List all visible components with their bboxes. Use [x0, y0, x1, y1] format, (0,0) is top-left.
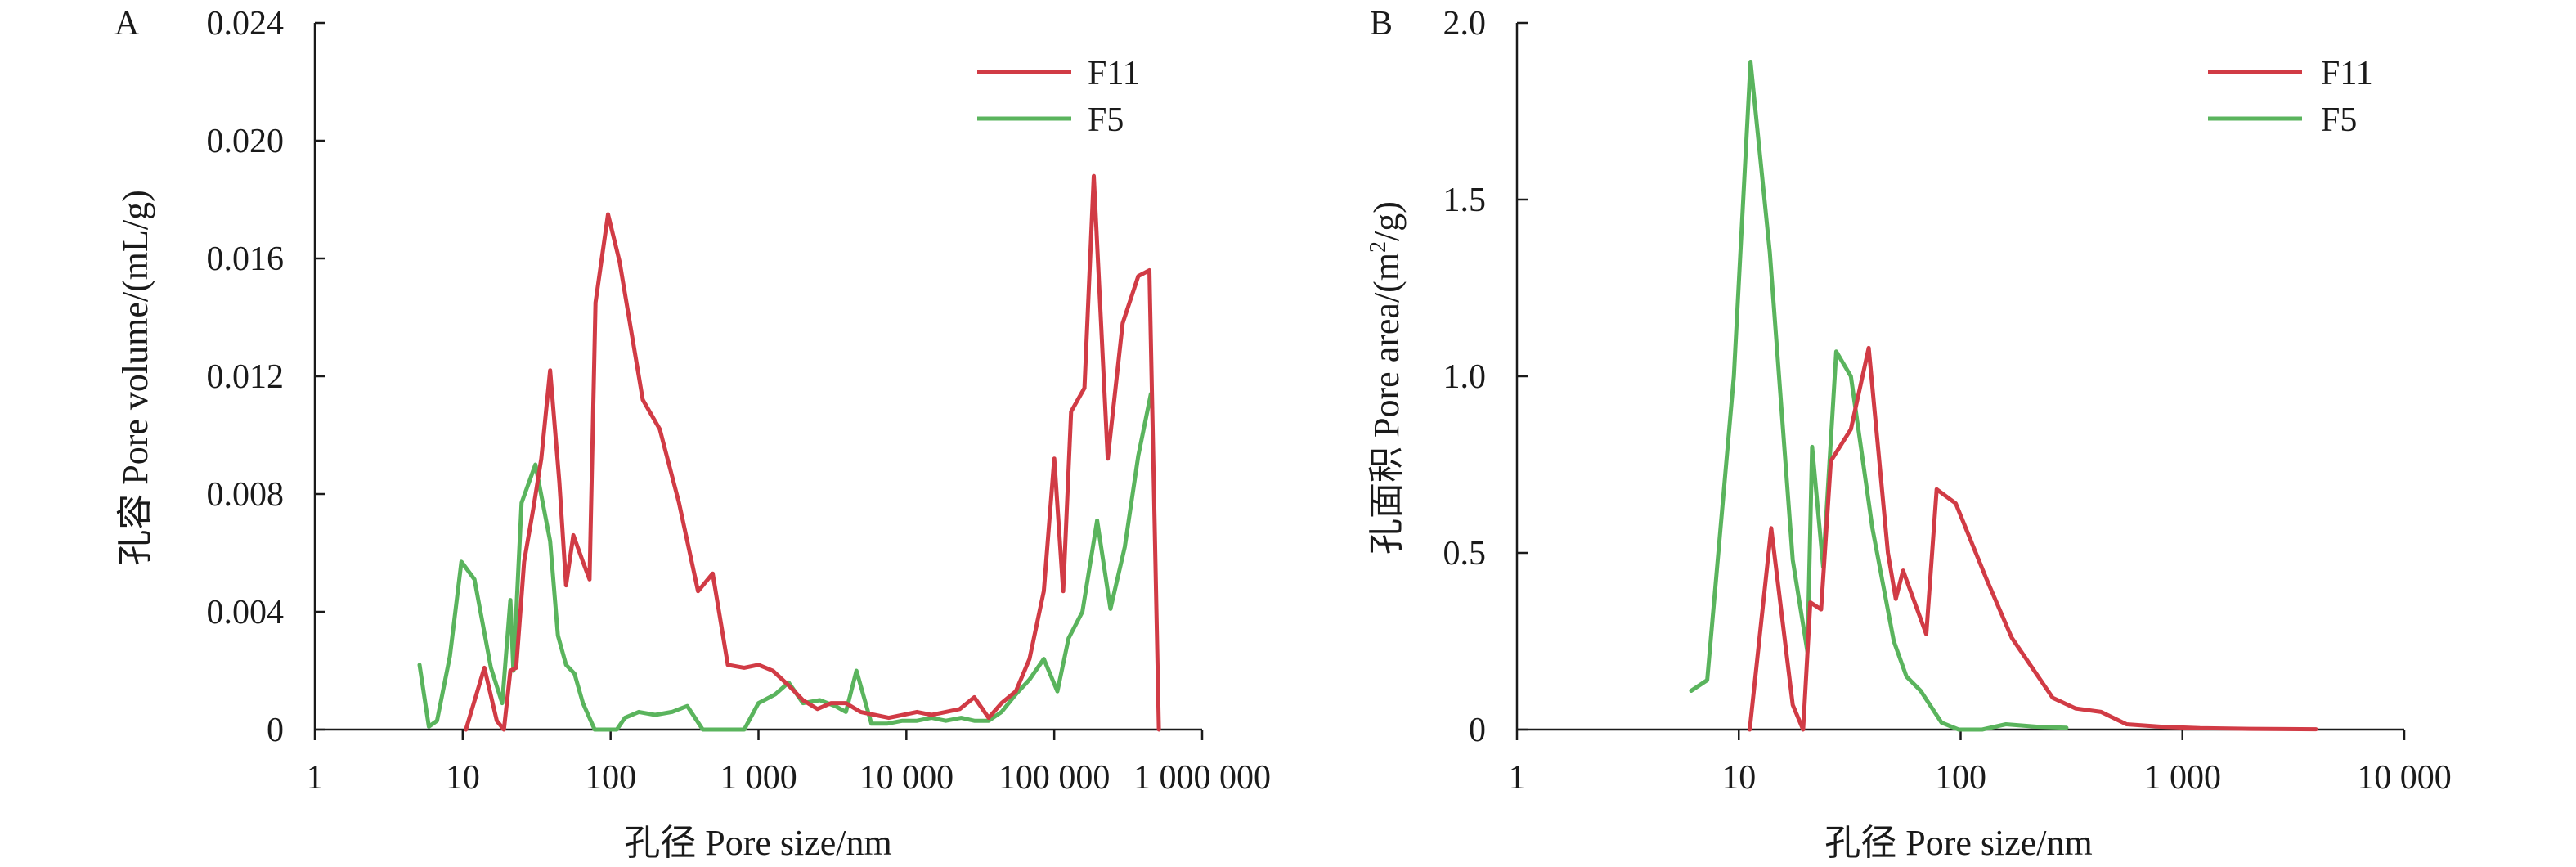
panel-b-x-tick-label: 1 — [1509, 759, 1526, 797]
panel-a-x-tick-label: 100 000 — [999, 759, 1111, 797]
panel-b-y-axis-title-end: /g) — [1367, 201, 1407, 241]
panel-a-y-tick-label: 0.012 — [207, 358, 285, 396]
panel-b-y-tick-label: 1.0 — [1443, 358, 1487, 396]
panel-b-legend-label-f11: F11 — [2321, 55, 2373, 92]
panel-a-y-tick-label: 0 — [267, 712, 284, 749]
panel-b-x-tick-label: 10 — [1721, 759, 1756, 797]
panel-a-y-tick-label: 0.016 — [207, 240, 285, 278]
panel-b-x-axis-title: 孔径 Pore size/nm — [1824, 823, 2093, 863]
panel-b-y-tick-label: 2.0 — [1443, 5, 1487, 43]
panel-b-x-tick-label: 10 000 — [2357, 759, 2452, 797]
panel-a-letter: A — [114, 5, 140, 43]
panel-a-x-tick-label: 1 000 000 — [1133, 759, 1271, 797]
panel-b-series-line-f5 — [1689, 60, 2069, 732]
panel-b-ticks: 1 10 100 1 000 10 000 0 0.5 1.0 1.5 2.0 — [1443, 5, 2452, 797]
panel-a-legend: F11 F5 — [977, 55, 1140, 139]
panel-b-x-tick-label: 100 — [1935, 759, 1986, 797]
panel-b-y-tick-label: 0 — [1469, 712, 1486, 749]
panel-b: B 1 10 100 1 000 10 000 0 0.5 1.0 1.5 2.0 孔径 Pore… — [1366, 5, 2452, 863]
panel-b-series-lines — [1689, 60, 2318, 732]
panel-a-x-tick-label: 1 — [307, 759, 324, 797]
panel-a-x-tick-label: 10 000 — [859, 759, 954, 797]
panel-a-x-tick-label: 1 000 — [720, 759, 797, 797]
panel-b-series-line-f11 — [1748, 345, 2318, 732]
panel-a-y-axis-title: 孔容 Pore volume/(mL/g) — [115, 190, 155, 566]
panel-b-y-axis-title-main: 孔面积 Pore area/(m — [1367, 253, 1407, 555]
panel-a-y-tick-label: 0.020 — [207, 123, 285, 160]
panel-a-y-tick-label: 0.008 — [207, 476, 285, 514]
panel-b-legend: F11 F5 — [2208, 55, 2373, 139]
panel-a-y-tick-label: 0.004 — [207, 594, 285, 631]
panel-b-y-tick-label: 0.5 — [1443, 535, 1487, 573]
panel-a-y-tick-label: 0.024 — [207, 5, 285, 43]
panel-a-series-line-f11 — [464, 173, 1161, 732]
panel-a: A 1 10 100 1 000 10 000 100 000 1 000 000 0 0.00… — [114, 5, 1271, 863]
panel-a-legend-label-f11: F11 — [1088, 55, 1140, 92]
panel-b-letter: B — [1370, 5, 1393, 43]
panel-a-x-tick-label: 10 — [446, 759, 480, 797]
panel-a-x-axis-title: 孔径 Pore size/nm — [624, 823, 892, 863]
panel-a-series-line-f5 — [417, 392, 1153, 732]
panel-a-x-tick-label: 100 — [585, 759, 636, 797]
panel-b-y-tick-label: 1.5 — [1443, 182, 1487, 219]
panel-b-y-axis-title-sup: 2 — [1366, 241, 1391, 253]
panel-a-legend-label-f5: F5 — [1088, 101, 1124, 139]
panel-a-axes — [313, 23, 1202, 731]
panel-b-x-tick-label: 1 000 — [2144, 759, 2222, 797]
panel-a-series-lines — [417, 173, 1161, 732]
panel-b-legend-label-f5: F5 — [2321, 101, 2357, 139]
panel-b-y-axis-title: 孔面积 Pore area/(m2/g) — [1366, 201, 1407, 555]
panel-a-ticks: 1 10 100 1 000 10 000 100 000 1 000 000 0 0.004 0… — [207, 5, 1272, 797]
panel-b-axes — [1515, 23, 2404, 731]
